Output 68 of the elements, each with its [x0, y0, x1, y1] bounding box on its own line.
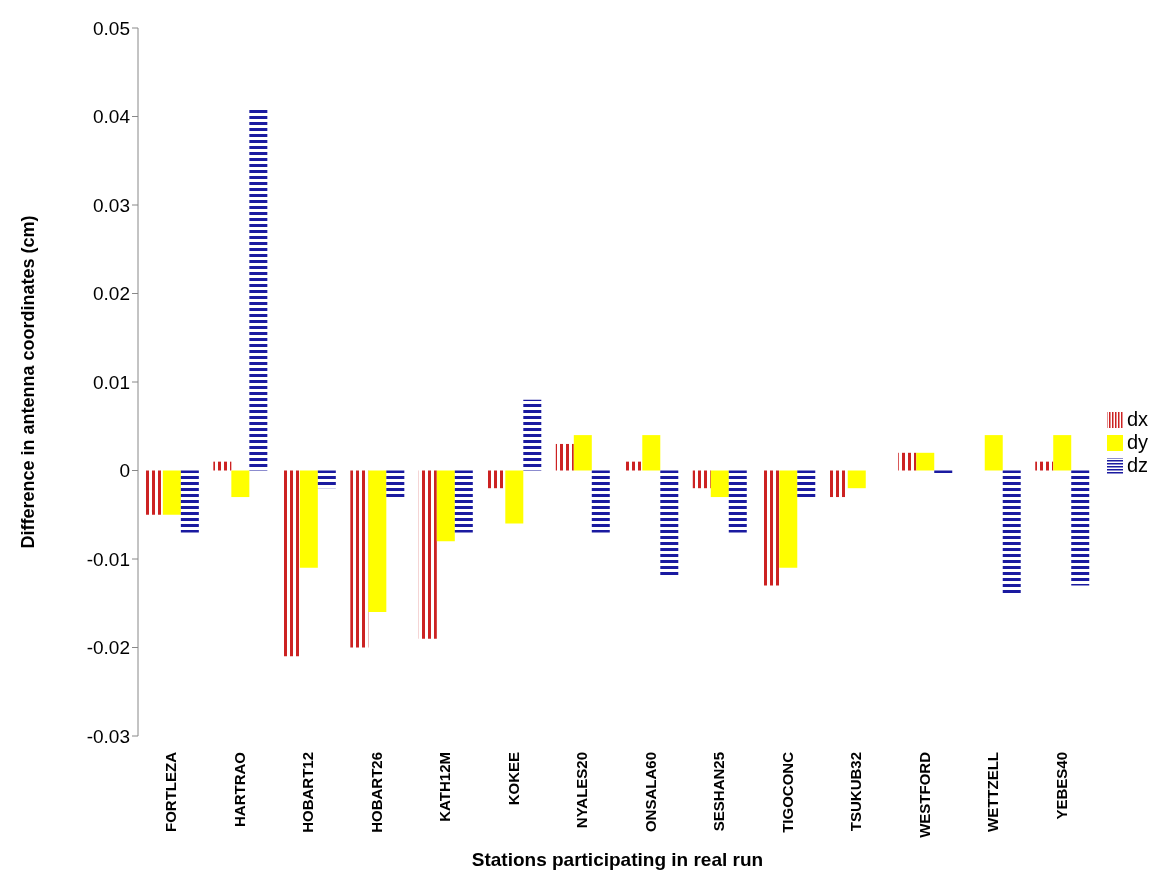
bar [916, 452, 935, 471]
bar [829, 470, 848, 498]
bar [231, 470, 250, 498]
bar [898, 452, 917, 471]
bar [1035, 461, 1054, 471]
bar [436, 470, 455, 542]
y-axis-title: Difference in antenna coordinates (cm) [18, 215, 39, 549]
x-tick-label: HOBART12 [299, 752, 317, 833]
bar [642, 435, 661, 471]
y-tick-label: 0.03 [93, 194, 130, 216]
bar [797, 470, 816, 498]
legend-label: dx [1126, 407, 1148, 430]
bar [555, 443, 574, 471]
x-tick-label: YEBES40 [1052, 752, 1070, 820]
bar [779, 470, 798, 568]
bar [144, 470, 163, 515]
bar [487, 470, 506, 489]
bar [299, 470, 318, 568]
bar [692, 470, 711, 489]
x-tick-label: SESHAN25 [710, 752, 728, 832]
x-tick-label: WETTZELL [984, 752, 1002, 832]
bar [1002, 470, 1021, 595]
x-tick-label: NYALES20 [573, 752, 591, 829]
bar [984, 435, 1003, 471]
bar [1071, 470, 1090, 586]
bar [368, 470, 387, 613]
bar [660, 470, 679, 577]
bar [934, 470, 953, 475]
x-tick-label: FORTLEZA [162, 751, 180, 832]
y-tick-label: 0.04 [93, 106, 131, 128]
x-axis-title: Stations participating in real run [471, 849, 764, 870]
legend-label: dy [1126, 430, 1148, 453]
bar [249, 107, 268, 471]
y-tick-label: 0.05 [93, 17, 130, 39]
legend-label: dz [1126, 453, 1148, 476]
bar [418, 470, 437, 639]
bar [213, 461, 232, 471]
bar [180, 470, 199, 533]
bar [761, 470, 780, 586]
y-tick-label: -0.03 [86, 725, 130, 747]
x-tick-label: ONSALA60 [641, 752, 659, 833]
bar [454, 470, 473, 533]
bar [350, 470, 369, 648]
bar [162, 470, 181, 515]
y-tick-label: 0 [119, 460, 130, 482]
bar [728, 470, 747, 533]
y-tick-label: -0.02 [86, 637, 130, 659]
bar [624, 461, 643, 471]
bar [523, 399, 542, 471]
bar [1053, 435, 1072, 471]
bar [847, 470, 866, 489]
bar [386, 470, 405, 498]
x-tick-label: KATH12M [436, 752, 454, 822]
bar [317, 470, 336, 489]
y-tick-label: 0.01 [93, 371, 130, 393]
x-tick-label: KOKEE [504, 752, 522, 806]
x-tick-label: HOBART26 [367, 752, 385, 833]
x-tick-label: TIGOCONC [778, 751, 796, 833]
x-tick-label: WESTFORD [915, 751, 933, 838]
y-tick-label: 0.02 [93, 283, 130, 305]
x-tick-label: TSUKUB32 [847, 752, 865, 832]
bar [573, 435, 592, 471]
y-tick-label: -0.01 [86, 548, 130, 570]
bar [281, 470, 300, 657]
bar [505, 470, 524, 524]
bar [591, 470, 610, 533]
bar [710, 470, 729, 498]
x-tick-label: HARTRAO [230, 751, 248, 827]
